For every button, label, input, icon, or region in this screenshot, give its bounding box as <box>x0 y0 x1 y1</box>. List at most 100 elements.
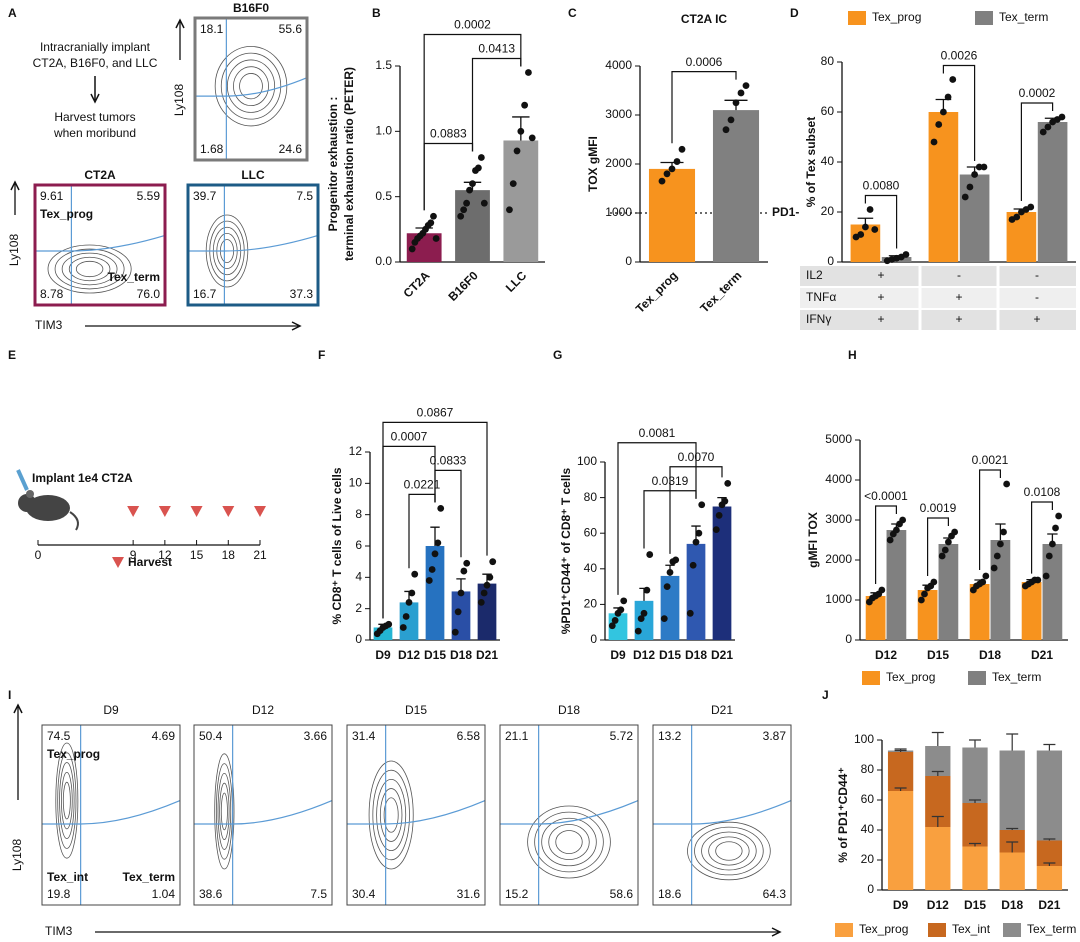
quadrant-percent: 31.6 <box>457 887 481 901</box>
contour <box>239 73 263 100</box>
plot-title: LLC <box>241 168 265 182</box>
data-point <box>724 479 732 487</box>
panel-letter: F <box>318 348 325 362</box>
data-point <box>640 609 648 617</box>
mouse-body <box>26 495 70 521</box>
contour <box>527 805 611 879</box>
quadrant-percent: 3.66 <box>304 729 328 743</box>
data-point <box>721 497 729 505</box>
plot-frame <box>346 724 486 906</box>
bar-segment <box>1036 840 1063 866</box>
contour <box>54 248 125 290</box>
table-cell: - <box>1035 290 1039 304</box>
table-cell: - <box>1035 268 1039 282</box>
y-tick-label: 80 <box>821 54 835 68</box>
p-value: 0.0833 <box>430 454 467 468</box>
data-point <box>432 235 440 242</box>
mouse-tail <box>69 511 79 531</box>
data-point <box>997 540 1004 548</box>
bar-segment <box>1036 866 1063 890</box>
bar-segment <box>999 750 1025 830</box>
error-bar <box>1043 862 1056 866</box>
contour <box>226 59 276 113</box>
significance-bracket <box>617 442 697 595</box>
y-axis-label: %PD1⁺CD44⁺ of CD8⁺ T cells <box>559 467 573 634</box>
data-point <box>692 538 700 546</box>
data-point <box>634 627 642 635</box>
bar <box>1042 544 1063 640</box>
x-tick-label: D9 <box>893 898 909 912</box>
bar <box>928 112 959 262</box>
plot-title: CT2A <box>84 168 116 182</box>
quadrant-percent: 1.68 <box>200 142 224 156</box>
panel-letter: D <box>790 6 799 20</box>
data-point <box>457 212 465 220</box>
table-cell: + <box>877 268 884 282</box>
y-tick-label: 10 <box>349 476 363 490</box>
y-tick-label: 0 <box>867 882 874 896</box>
contour <box>59 762 75 840</box>
significance-bracket <box>423 33 522 211</box>
bar <box>451 591 471 640</box>
x-tick-label: D21 <box>1031 648 1053 662</box>
gate <box>500 800 639 825</box>
data-point <box>917 596 925 604</box>
data-point <box>698 501 706 509</box>
contour <box>47 244 132 294</box>
table-cell: + <box>877 290 884 304</box>
y-tick-label: 1.5 <box>375 58 392 72</box>
data-point <box>673 158 681 165</box>
bar-segment <box>999 830 1025 853</box>
y-tick-label: 40 <box>861 822 875 836</box>
data-point <box>1049 540 1056 548</box>
bar <box>959 174 990 262</box>
y-tick-label: 1.0 <box>375 124 392 138</box>
error-bar <box>931 815 944 827</box>
significance-bracket <box>979 469 1001 570</box>
data-point <box>483 581 491 589</box>
y-tick-label: 0 <box>845 632 852 646</box>
data-point <box>457 589 465 597</box>
contour <box>61 252 118 286</box>
contour <box>555 830 583 854</box>
data-point <box>966 183 974 191</box>
plot-frame <box>652 724 792 906</box>
y-tick-label: 4000 <box>605 58 632 72</box>
harvest-marker <box>158 506 171 517</box>
quadrant-percent: 64.3 <box>763 887 787 901</box>
contour <box>61 771 73 830</box>
x-tick-label: 15 <box>190 548 204 562</box>
y-tick-label: 100 <box>854 732 874 746</box>
panel-letter: H <box>848 348 857 362</box>
quadrant-percent: 9.61 <box>40 189 64 203</box>
legend-swatch <box>862 671 880 685</box>
y-axis-label: Ly108 <box>10 839 24 872</box>
data-point <box>385 620 393 628</box>
y-tick-label: 0 <box>355 632 362 646</box>
quadrant-percent: 13.2 <box>658 729 682 743</box>
y-tick-label: 2000 <box>825 552 852 566</box>
contour <box>383 797 399 833</box>
quadrant-percent: 30.4 <box>352 887 376 901</box>
data-point <box>525 69 532 76</box>
y-axis-label: Ly108 <box>7 234 21 267</box>
data-point <box>857 231 865 238</box>
quadrant-percent: 55.6 <box>279 22 303 36</box>
contour <box>372 769 410 861</box>
legend-swatch <box>835 923 853 937</box>
bar <box>477 583 497 640</box>
data-point <box>971 171 978 178</box>
bar <box>425 546 445 640</box>
y-tick-label: 4000 <box>825 472 852 486</box>
bar <box>1021 582 1042 640</box>
p-value: 0.0002 <box>454 18 491 32</box>
y-tick-label: 100 <box>577 454 597 468</box>
data-point <box>715 512 723 519</box>
panel-letter: C <box>568 6 577 20</box>
data-point <box>460 206 468 214</box>
p-value: 0.0021 <box>972 453 1009 467</box>
x-tick-label: D15 <box>927 648 949 662</box>
bar-segment <box>925 827 951 890</box>
scheme-text: CT2A, B16F0, and LLC <box>33 56 158 70</box>
